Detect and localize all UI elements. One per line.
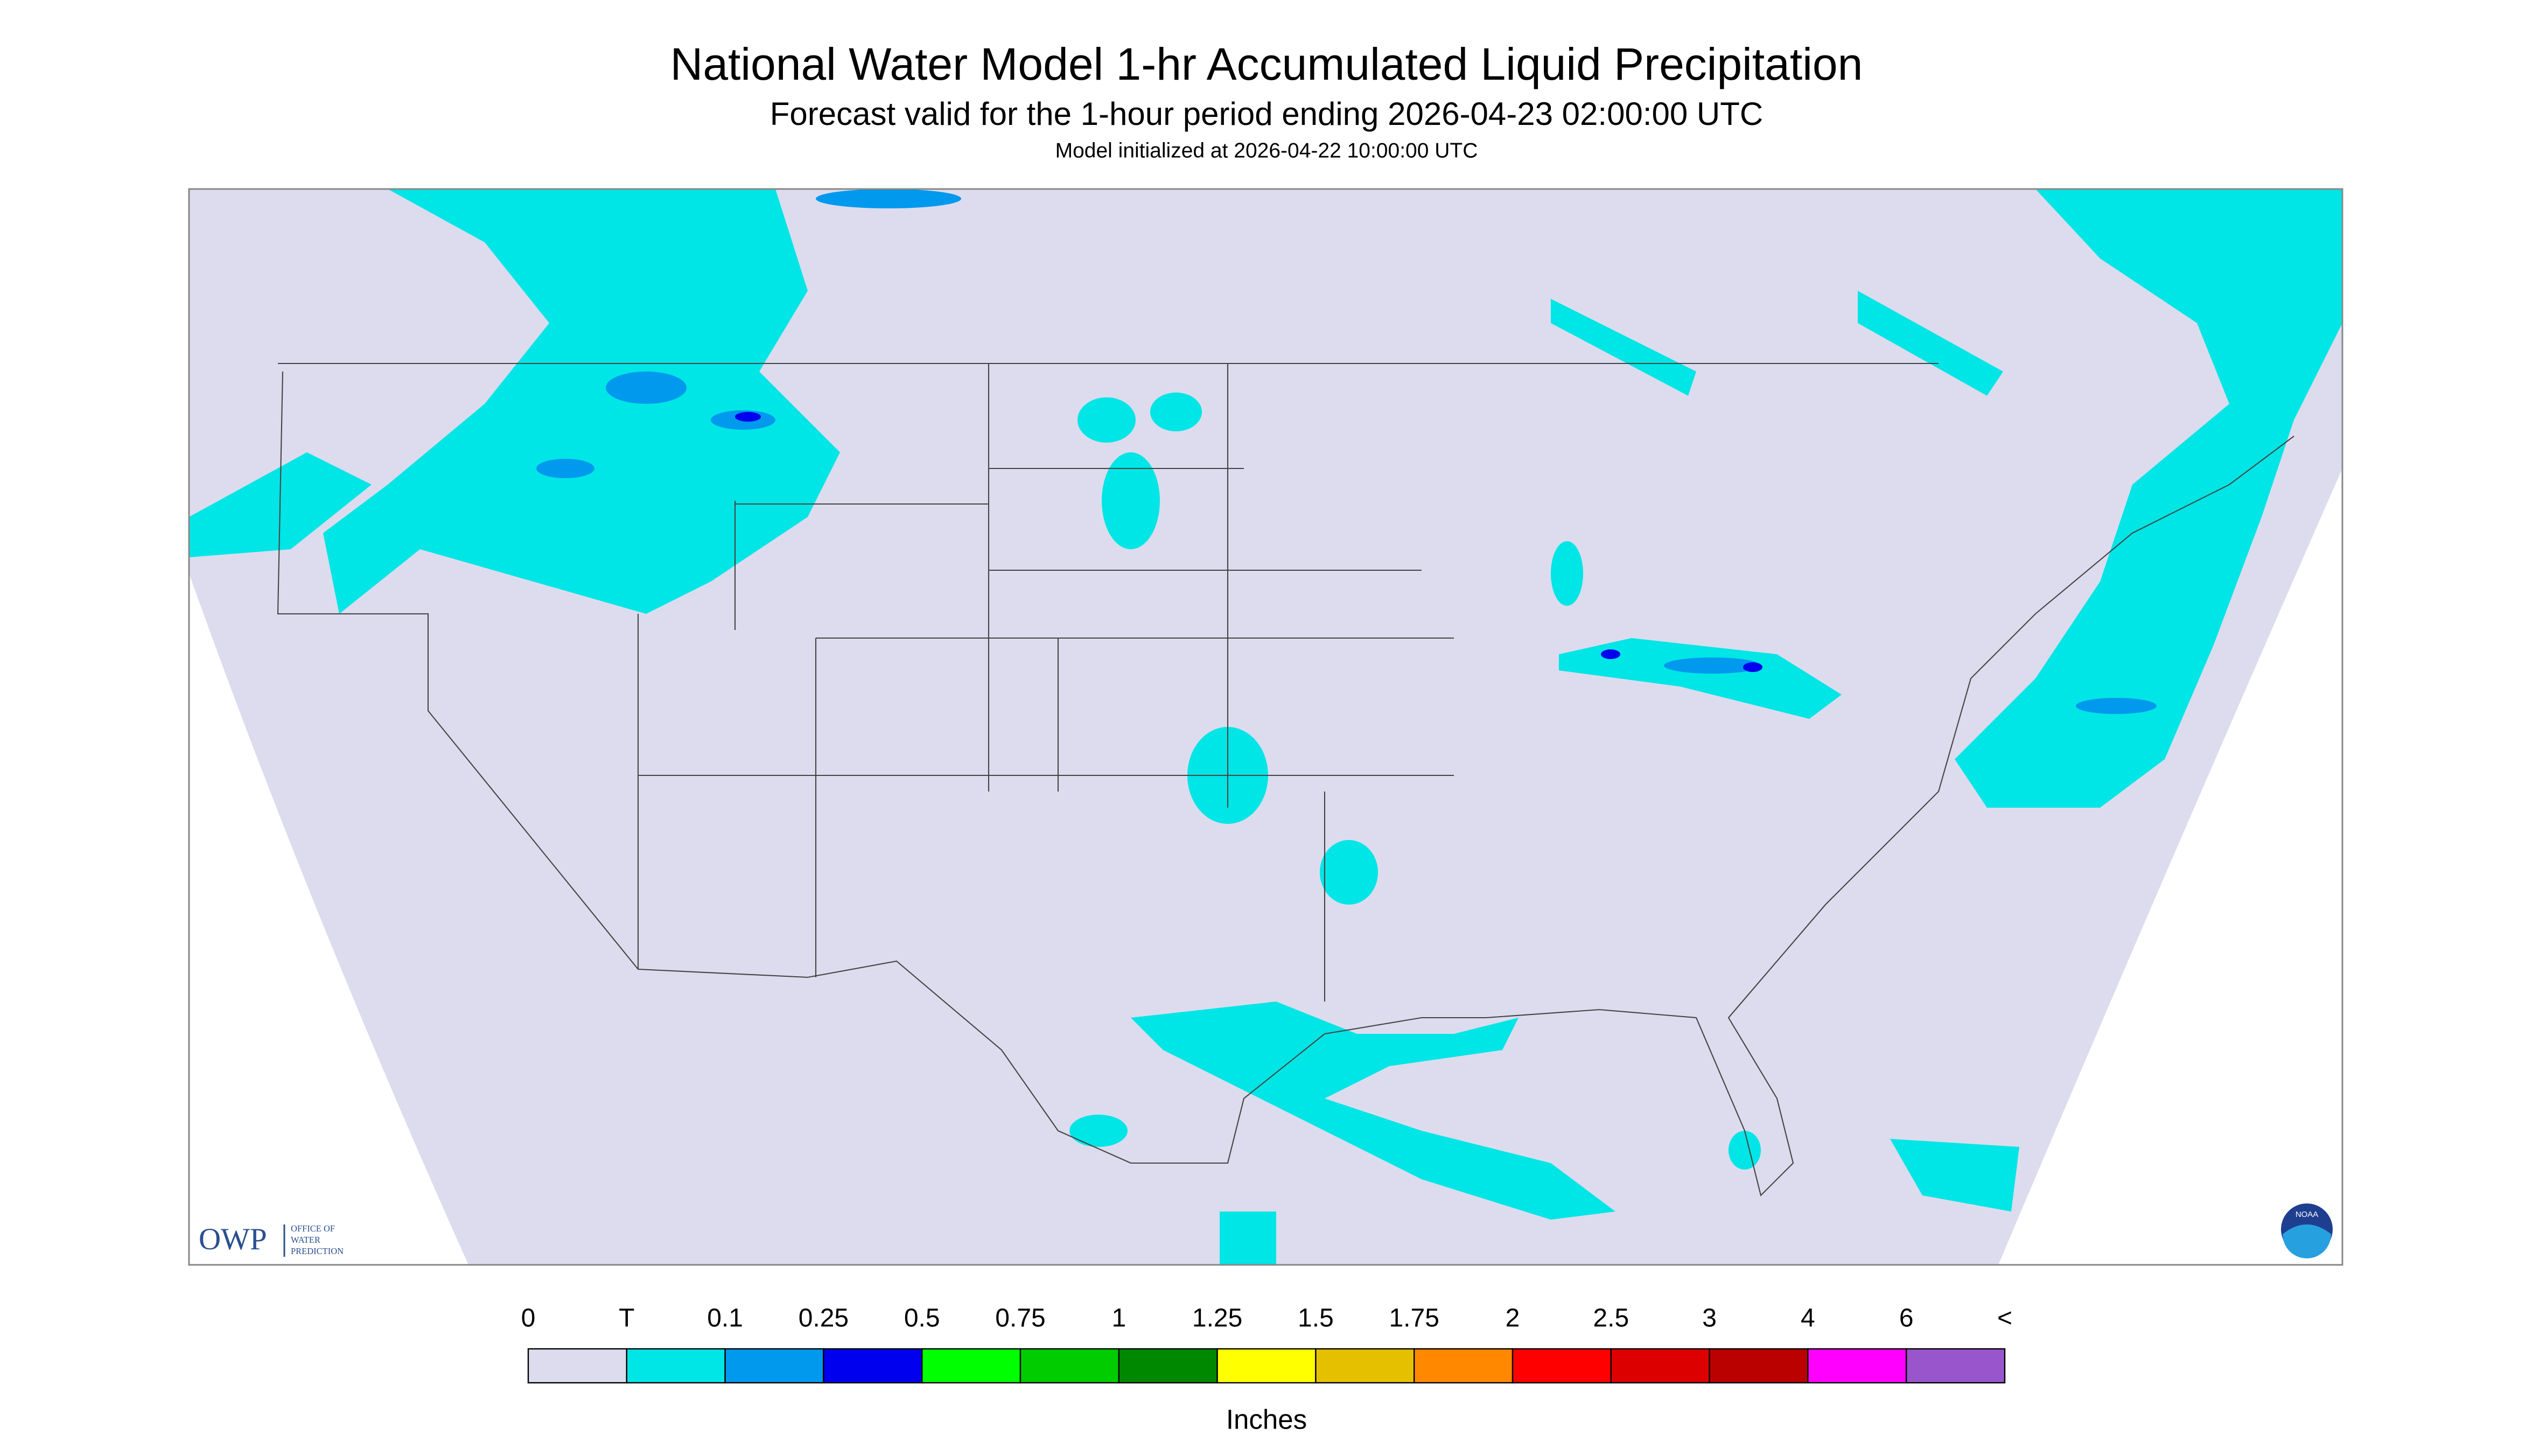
precip-light (536, 189, 2157, 715)
legend-label: 1 (1111, 1304, 1126, 1333)
legend-swatch (1216, 1348, 1317, 1384)
owp-logo-text: OWP (199, 1222, 267, 1256)
legend-label: 1.5 (1298, 1304, 1334, 1333)
title: National Water Model 1-hr Accumulated Li… (670, 39, 1863, 89)
legend-label: 0.1 (707, 1304, 743, 1333)
legend-swatch (1610, 1348, 1710, 1384)
boundaries (277, 362, 2294, 1197)
legend-label: 0.5 (904, 1304, 940, 1333)
legend-label: 3 (1702, 1304, 1717, 1333)
legend-label: 1.25 (1192, 1304, 1242, 1333)
legend-label: 0 (521, 1304, 536, 1333)
legend-swatch (1807, 1348, 1907, 1384)
legend-label: 2 (1506, 1304, 1520, 1333)
legend-label: 0.75 (995, 1304, 1045, 1333)
legend-unit: Inches (1226, 1404, 1307, 1434)
noaa-logo: NOAA (2281, 1203, 2333, 1259)
legend-swatch (1118, 1348, 1218, 1384)
legend-swatch (724, 1348, 824, 1384)
legend-swatch (1414, 1348, 1514, 1384)
legend-label: 6 (1899, 1304, 1914, 1333)
legend-swatch (823, 1348, 923, 1384)
legend-label: 1.75 (1389, 1304, 1439, 1333)
owp-name-1: OFFICE OF (291, 1223, 335, 1234)
owp-name-3: PREDICTION (291, 1246, 344, 1256)
subtitle: Forecast valid for the 1-hour period end… (770, 96, 1763, 132)
map (188, 188, 2343, 1266)
owp-name-2: WATER (291, 1235, 320, 1245)
legend-swatch (1709, 1348, 1809, 1384)
legend-label: T (619, 1304, 634, 1333)
legend-swatch (1905, 1348, 2006, 1384)
legend-label: 0.25 (799, 1304, 849, 1333)
legend-swatch (1512, 1348, 1612, 1384)
noaa-logo-text: NOAA (2296, 1210, 2319, 1219)
noaa-logo-wave (2283, 1224, 2331, 1259)
legend-label: 2.5 (1593, 1304, 1629, 1333)
precip-moderate (735, 412, 1762, 673)
legend-label: 4 (1801, 1304, 1815, 1333)
legend-swatch (1315, 1348, 1415, 1384)
legend-swatch (527, 1348, 628, 1384)
legend-swatch (921, 1348, 1021, 1384)
map-frame (188, 188, 2343, 1266)
legend-swatch (626, 1348, 726, 1384)
legend-label: < (1997, 1304, 2012, 1333)
owp-logo: OWP OFFICE OF WATER PREDICTION (199, 1222, 344, 1257)
legend: 0 T 0.1 0.25 0.5 0.75 1 1.25 1.5 1.75 2 2.5 3 4 6 < (521, 1304, 2012, 1384)
init-note: Model initialized at 2026-04-22 10:00:00… (1055, 139, 1478, 162)
precip-trace (189, 189, 2342, 1265)
legend-swatch (1019, 1348, 1120, 1384)
